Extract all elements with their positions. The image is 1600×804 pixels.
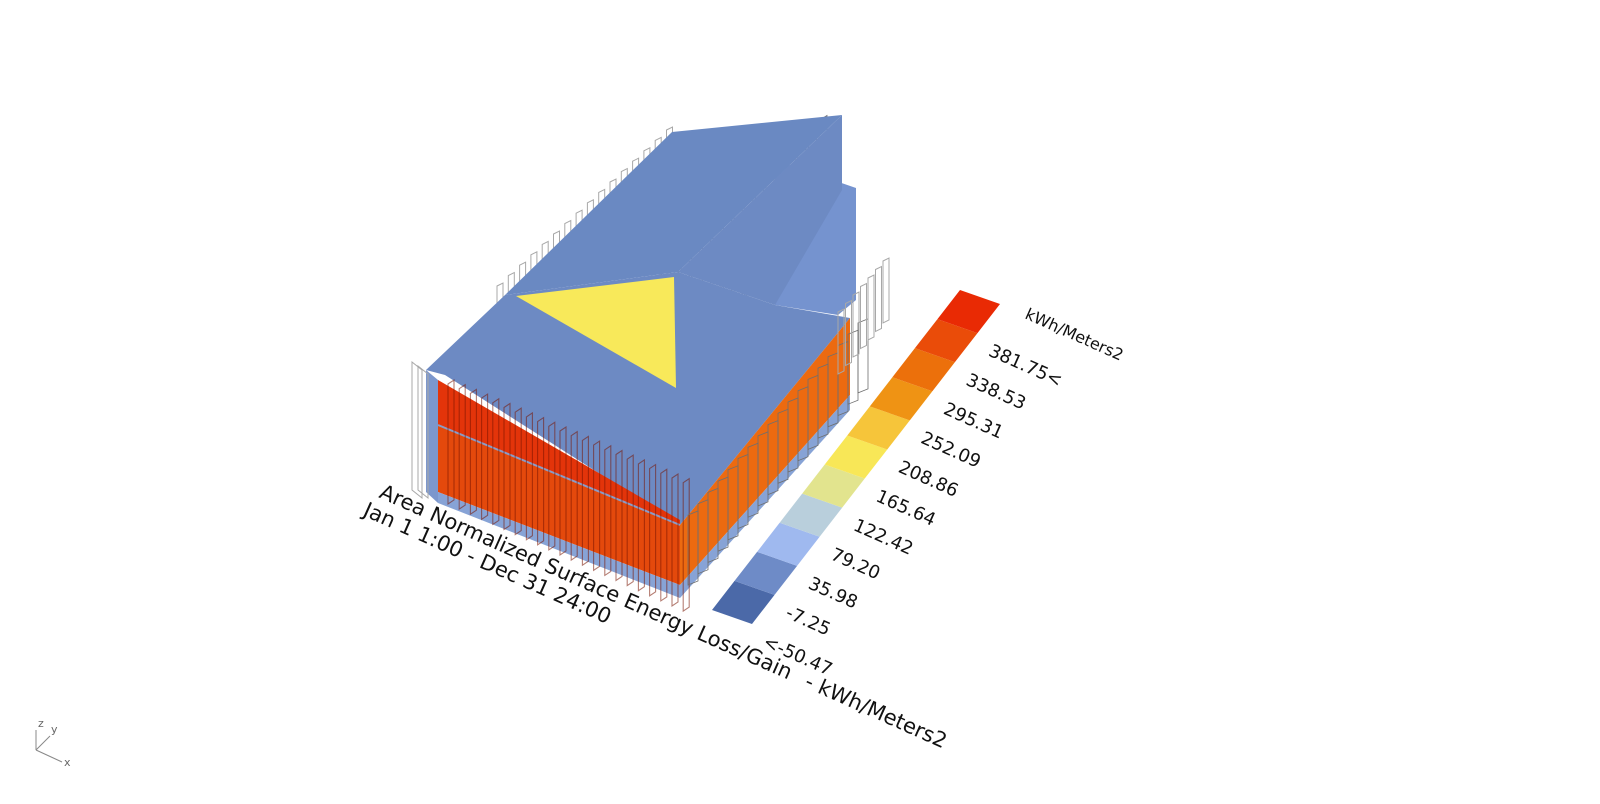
y-axis-line <box>36 736 50 750</box>
legend-label: 295.31 <box>940 399 1006 444</box>
legend-label: 208.86 <box>895 457 961 502</box>
legend-label: 165.64 <box>873 486 939 531</box>
y-axis-label: y <box>51 723 58 736</box>
legend-label: 252.09 <box>918 428 984 473</box>
shading-fin <box>868 275 874 340</box>
legend-unit-label: kWh/Meters2 <box>1022 304 1126 364</box>
x-axis-line <box>36 750 62 762</box>
legend-label: 79.20 <box>828 544 884 584</box>
chart-title-unit: - kWh/Meters2 <box>801 669 950 753</box>
shading-fin <box>861 284 867 349</box>
shading-fin <box>412 362 422 498</box>
legend-label: -7.25 <box>782 602 833 640</box>
axis-gizmo: z y x <box>36 717 71 769</box>
shading-fin <box>876 267 882 332</box>
legend-label: 338.53 <box>963 370 1029 415</box>
legend-label: 35.98 <box>805 573 861 613</box>
x-axis-label: x <box>64 756 71 769</box>
legend-label: 122.42 <box>850 515 916 560</box>
shading-fin <box>883 258 889 323</box>
shading-fin-corner <box>412 362 428 498</box>
z-axis-label: z <box>38 717 44 730</box>
